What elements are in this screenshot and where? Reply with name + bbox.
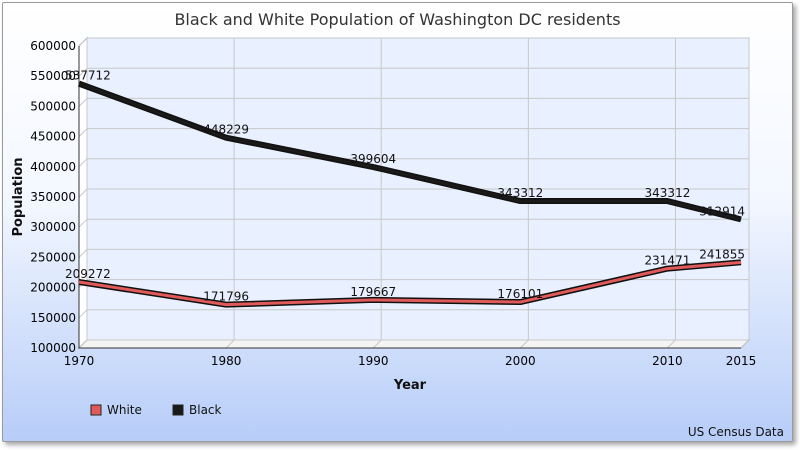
data-label: 241855 — [699, 247, 745, 261]
data-label: 312914 — [699, 204, 745, 218]
y-tick-label: 450000 — [30, 130, 76, 144]
x-gridline — [78, 38, 88, 349]
y-tick-label: 500000 — [30, 99, 76, 113]
data-label: 343312 — [645, 186, 691, 200]
x-gridline — [519, 38, 529, 349]
y-tick-label: 150000 — [30, 311, 76, 325]
data-label: 209272 — [65, 267, 111, 281]
y-tick-label: 350000 — [30, 190, 76, 204]
legend-label-black: Black — [189, 403, 222, 417]
series-line-white — [78, 260, 742, 307]
chart-frame: Black and White Population of Washington… — [2, 2, 793, 442]
data-label: 179667 — [350, 285, 396, 299]
y-tick-label: 300000 — [30, 220, 76, 234]
series-line-black — [78, 82, 742, 221]
chart-title: Black and White Population of Washington… — [174, 10, 621, 29]
data-label: 176101 — [497, 287, 543, 301]
y-tick-label: 200000 — [30, 281, 76, 295]
legend-swatch-white — [90, 404, 102, 416]
x-tick-label: 2015 — [726, 354, 757, 368]
chart-credits: US Census Data — [687, 425, 784, 439]
data-label: 399604 — [350, 152, 396, 166]
x-axis-title: Year — [393, 378, 427, 393]
data-label: 343312 — [497, 186, 543, 200]
y-tick-label: 600000 — [30, 39, 76, 53]
plot-floor — [77, 339, 751, 349]
y-tick-label: 550000 — [30, 69, 76, 83]
x-tick-label: 2000 — [505, 354, 536, 368]
data-label: 171796 — [203, 290, 249, 304]
x-tick-label: 1980 — [211, 354, 242, 368]
legend-label-white: White — [107, 403, 142, 417]
x-tick-label: 1970 — [64, 354, 95, 368]
data-label: 448229 — [203, 123, 249, 137]
y-tick-label: 250000 — [30, 250, 76, 264]
x-gridline — [740, 38, 750, 349]
data-label: 231471 — [645, 254, 691, 268]
x-gridline — [667, 38, 676, 349]
legend-swatch-black — [172, 404, 184, 416]
y-tick-label: 400000 — [30, 160, 76, 174]
x-tick-label: 2010 — [652, 354, 683, 368]
y-tick-label: 100000 — [30, 341, 76, 355]
x-gridline — [372, 38, 382, 349]
line-chart: 100000 150000 200000 250000 300000 350000 4000… — [11, 36, 757, 417]
x-tick-label: 1990 — [358, 354, 389, 368]
data-label: 537712 — [65, 69, 111, 83]
y-axis-title: Population — [11, 157, 26, 236]
